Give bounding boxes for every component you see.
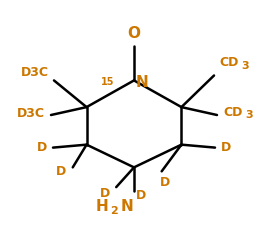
Text: N: N xyxy=(136,75,149,90)
Text: D3C: D3C xyxy=(21,66,49,79)
Text: D: D xyxy=(100,187,110,200)
Text: H: H xyxy=(95,199,108,214)
Text: 3: 3 xyxy=(242,61,249,71)
Text: D: D xyxy=(136,188,146,201)
Text: D: D xyxy=(37,141,47,154)
Text: CD: CD xyxy=(219,56,238,69)
Text: D: D xyxy=(56,165,66,178)
Text: O: O xyxy=(128,25,140,40)
Text: 15: 15 xyxy=(101,77,114,87)
Text: D: D xyxy=(160,176,170,189)
Text: 3: 3 xyxy=(246,110,253,120)
Text: 2: 2 xyxy=(110,206,118,216)
Text: N: N xyxy=(120,199,133,214)
Text: D3C: D3C xyxy=(17,106,45,119)
Text: D: D xyxy=(221,141,231,154)
Text: CD: CD xyxy=(223,106,242,119)
